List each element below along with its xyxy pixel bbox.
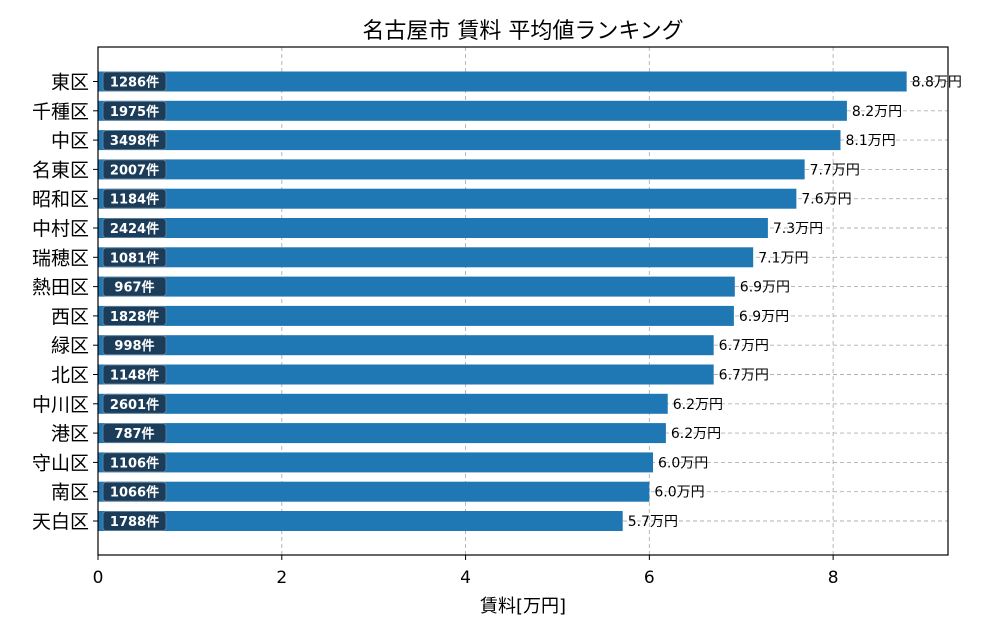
value-label: 7.3万円 xyxy=(773,221,823,237)
value-label: 6.9万円 xyxy=(740,280,790,296)
count-label: 2601件 xyxy=(110,397,159,413)
category-label: 中村区 xyxy=(32,218,89,240)
category-label: 西区 xyxy=(51,306,89,328)
value-label: 7.6万円 xyxy=(801,192,851,208)
category-label: 東区 xyxy=(51,72,89,94)
value-label: 6.7万円 xyxy=(719,368,769,384)
bar xyxy=(98,218,768,238)
count-label: 1081件 xyxy=(110,250,159,266)
count-label: 1975件 xyxy=(110,104,159,120)
bar xyxy=(98,188,797,209)
category-label: 名東区 xyxy=(32,159,89,181)
x-tick-label: 4 xyxy=(460,568,471,588)
count-label: 2007件 xyxy=(110,162,159,178)
bar xyxy=(98,511,623,531)
count-label: 1184件 xyxy=(110,192,159,208)
count-badge xyxy=(102,452,167,473)
category-label: 緑区 xyxy=(51,335,89,357)
count-label: 3498件 xyxy=(110,133,159,149)
value-label: 8.8万円 xyxy=(912,75,962,91)
count-badge xyxy=(102,100,167,121)
count-badge xyxy=(102,130,167,151)
bar xyxy=(98,452,654,473)
count-badge xyxy=(102,71,167,92)
bar xyxy=(98,100,847,121)
category-label: 中区 xyxy=(51,130,89,152)
plot-frame xyxy=(97,46,949,556)
value-label: 6.0万円 xyxy=(658,455,708,471)
value-label: 6.2万円 xyxy=(673,397,723,413)
count-badge xyxy=(102,364,167,385)
value-label: 7.1万円 xyxy=(758,250,808,266)
bar xyxy=(98,159,805,180)
grid-lines xyxy=(97,47,948,555)
count-label: 967件 xyxy=(114,280,154,296)
count-label: 1788件 xyxy=(110,514,159,530)
category-label: 港区 xyxy=(51,423,89,445)
bar xyxy=(98,393,668,414)
value-label: 6.7万円 xyxy=(719,338,769,354)
count-badge xyxy=(102,305,167,326)
count-badge xyxy=(102,159,167,180)
value-label: 6.0万円 xyxy=(654,485,704,501)
bar xyxy=(98,423,666,444)
category-label: 中川区 xyxy=(32,394,89,416)
value-label: 6.2万円 xyxy=(671,426,721,442)
x-tick-label: 8 xyxy=(828,568,839,588)
count-label: 1148件 xyxy=(110,368,159,384)
value-label: 5.7万円 xyxy=(628,514,678,530)
category-label: 南区 xyxy=(51,482,89,504)
value-label: 8.1万円 xyxy=(845,133,895,149)
count-badge xyxy=(102,247,167,268)
bar xyxy=(98,247,754,268)
bars xyxy=(98,71,907,531)
category-label: 北区 xyxy=(51,365,89,387)
value-label: 7.7万円 xyxy=(810,162,860,178)
count-badge xyxy=(102,511,167,531)
category-label: 守山区 xyxy=(32,452,89,474)
count-label: 2424件 xyxy=(110,221,159,237)
value-label: 8.2万円 xyxy=(852,104,902,120)
count-label: 1106件 xyxy=(110,455,159,471)
value-label: 6.9万円 xyxy=(739,309,789,325)
count-label: 787件 xyxy=(114,426,154,442)
count-label: 1828件 xyxy=(110,309,159,325)
bar xyxy=(98,276,735,297)
category-label: 天白区 xyxy=(32,511,89,533)
category-label: 千種区 xyxy=(32,101,89,123)
bar xyxy=(98,71,907,92)
category-label: 瑞穂区 xyxy=(32,247,89,269)
count-badge xyxy=(102,188,167,209)
bar xyxy=(98,364,714,385)
x-axis-label: 賃料[万円] xyxy=(480,596,566,617)
count-badge xyxy=(102,481,167,502)
bar xyxy=(98,305,734,326)
count-label: 1286件 xyxy=(110,75,159,91)
x-tick-label: 6 xyxy=(644,568,655,588)
count-badge xyxy=(102,276,167,297)
x-tick-label: 2 xyxy=(276,568,287,588)
count-label: 1066件 xyxy=(110,485,159,501)
count-label: 998件 xyxy=(114,338,154,354)
bar xyxy=(98,130,841,151)
x-axis-ticks: 0 2 4 6 8 xyxy=(93,81,839,588)
bar xyxy=(98,481,650,502)
category-label: 昭和区 xyxy=(32,189,89,211)
count-badge xyxy=(102,335,167,356)
bar xyxy=(98,335,714,356)
count-badge xyxy=(102,393,167,414)
x-tick-label: 0 xyxy=(93,568,104,588)
chart-title: 名古屋市 賃料 平均値ランキング xyxy=(362,19,683,44)
category-label: 熱田区 xyxy=(32,277,89,299)
count-badge xyxy=(102,218,167,238)
count-badge xyxy=(102,423,167,444)
